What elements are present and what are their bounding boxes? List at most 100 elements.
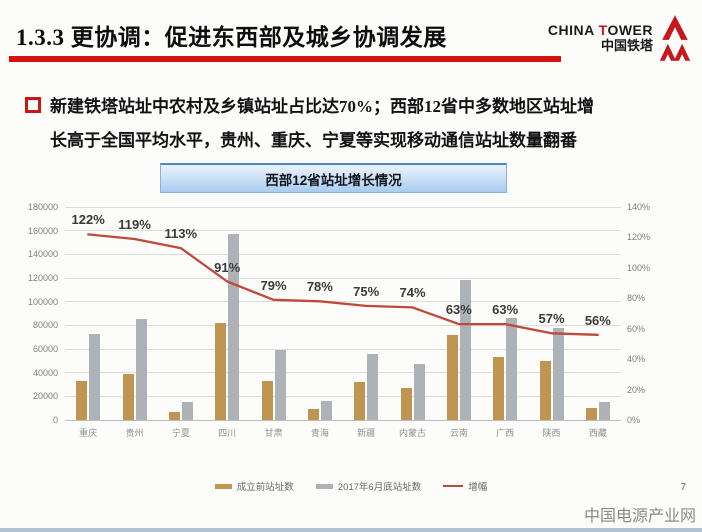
x-axis-label: 贵州	[125, 428, 144, 438]
line-point-label: 119%	[118, 216, 151, 232]
right-axis-tick: 60%	[627, 323, 646, 334]
left-axis-tick: 180000	[27, 202, 58, 212]
legend-bar-swatch	[214, 483, 232, 489]
bar	[400, 388, 412, 420]
line-point-label: 75%	[353, 283, 380, 299]
left-axis-tick: 120000	[27, 273, 58, 283]
title-underline	[9, 56, 561, 62]
bullet-marker-icon	[25, 97, 41, 113]
chart-legend: 成立前站址数 2017年6月底站址数 增幅	[0, 479, 702, 493]
grid-line	[65, 301, 621, 303]
bar	[307, 409, 319, 420]
legend-label: 2017年6月底站址数	[337, 482, 422, 493]
line-point-label: 57%	[538, 311, 565, 327]
chart-title: 西部12省站址增长情况	[265, 172, 402, 188]
bottom-strip	[0, 528, 702, 532]
bar	[506, 318, 518, 420]
bullet-line-1: 新建铁塔站址中农村及乡镇站址占比达70%；西部12省中多数地区站址增	[50, 97, 594, 116]
line-point-label: 74%	[399, 285, 426, 301]
left-axis-tick: 60000	[32, 344, 58, 354]
bar	[459, 280, 471, 420]
x-axis-label: 青海	[310, 428, 329, 438]
bar	[413, 364, 425, 420]
x-axis-label: 广西	[496, 428, 515, 438]
bar	[552, 327, 564, 420]
right-axis-tick: 80%	[627, 293, 646, 304]
x-axis-label: 西藏	[588, 428, 607, 438]
bar	[274, 350, 286, 420]
chart-title-banner: 西部12省站址增长情况	[160, 163, 507, 193]
bar	[89, 333, 101, 420]
legend-label: 成立前站址数	[236, 482, 294, 493]
watermark: 中国电源产业网	[583, 508, 696, 525]
grid-line	[65, 324, 621, 326]
line-point-label: 91%	[214, 259, 241, 275]
left-axis-tick: 40000	[32, 367, 58, 378]
bar	[181, 402, 193, 420]
x-axis-label: 云南	[449, 428, 468, 438]
bar	[76, 380, 88, 420]
bar	[122, 373, 134, 420]
left-axis-tick: 80000	[32, 320, 58, 331]
bullet-text: 新建铁塔站址中农村及乡镇站址占比达70%；西部12省中多数地区站址增 长高于全国…	[50, 90, 594, 158]
bar	[598, 401, 610, 420]
line-point-label: 113%	[164, 226, 198, 242]
line-point-label: 79%	[260, 277, 287, 293]
logo-en: CHINA TOWER	[547, 22, 653, 39]
page-number: 7	[680, 482, 686, 493]
line-point-label: 56%	[584, 312, 611, 328]
right-axis-tick: 140%	[627, 202, 651, 212]
china-tower-logo: CHINA TOWER 中国铁塔	[548, 14, 694, 62]
right-axis-tick: 20%	[627, 384, 646, 395]
grid-line	[65, 230, 621, 232]
bar	[446, 334, 458, 420]
grid-line	[65, 419, 621, 421]
right-axis-tick: 100%	[627, 262, 651, 273]
left-axis-tick: 20000	[32, 391, 58, 402]
x-axis-label: 四川	[218, 428, 237, 438]
bar	[135, 319, 147, 420]
bar	[261, 380, 273, 420]
legend-line-swatch	[443, 484, 464, 488]
bar	[539, 360, 551, 420]
legend-item: 成立前站址数	[214, 479, 294, 493]
left-axis-tick: 160000	[27, 225, 58, 236]
legend-bar-swatch	[315, 483, 333, 489]
page-title: 1.3.3 更协调：促进东西部及城乡协调发展	[16, 25, 447, 50]
bullet-point: 新建铁塔站址中农村及乡镇站址占比达70%；西部12省中多数地区站址增 长高于全国…	[25, 90, 675, 158]
bar	[215, 322, 227, 420]
left-axis-tick: 140000	[27, 249, 58, 260]
grid-line	[65, 395, 621, 397]
right-axis-tick: 0%	[627, 415, 641, 425]
left-axis-tick: 100000	[27, 296, 58, 307]
x-axis-label: 重庆	[79, 428, 98, 438]
x-axis-label: 陕西	[542, 428, 561, 438]
left-axis: 0 20000 40000 60000 80000 100000 120000 140000 1…	[0, 202, 60, 425]
grid-line	[65, 277, 621, 279]
x-axis: 重庆 贵州 宁夏 四川 甘肃 青海 新疆 内蒙古 云南 广西 陕西 西藏	[65, 426, 621, 440]
line-point-label: 78%	[306, 279, 333, 295]
left-axis-tick: 0	[52, 415, 58, 425]
line-point-label: 63%	[492, 302, 519, 318]
right-axis-tick: 120%	[627, 232, 651, 243]
logo-cn: 中国铁塔	[600, 37, 653, 53]
bar	[367, 353, 379, 420]
x-axis-label: 甘肃	[264, 428, 283, 438]
bar	[228, 234, 240, 420]
bar	[585, 408, 597, 420]
legend-item: 增幅	[443, 479, 487, 493]
x-axis-label: 新疆	[357, 428, 376, 438]
grid-line	[65, 372, 621, 374]
legend-label: 增幅	[468, 482, 488, 493]
grid-line	[65, 253, 621, 255]
bullet-line-2: 长高于全国平均水平，贵州、重庆、宁夏等实现移动通信站址数量翻番	[50, 131, 577, 150]
right-axis: 0% 20% 40% 60% 80% 100% 120% 140%	[627, 202, 672, 425]
growth-line	[87, 233, 599, 336]
bar	[493, 357, 505, 420]
bar	[354, 382, 366, 420]
logo-text: CHINA TOWER 中国铁塔	[548, 22, 653, 53]
line-point-label: 63%	[445, 302, 472, 318]
grid-line	[65, 348, 621, 350]
plot-area: 122% 119% 113% 91% 79% 78% 75% 74% 63% 63% 57% 56%	[65, 206, 621, 421]
